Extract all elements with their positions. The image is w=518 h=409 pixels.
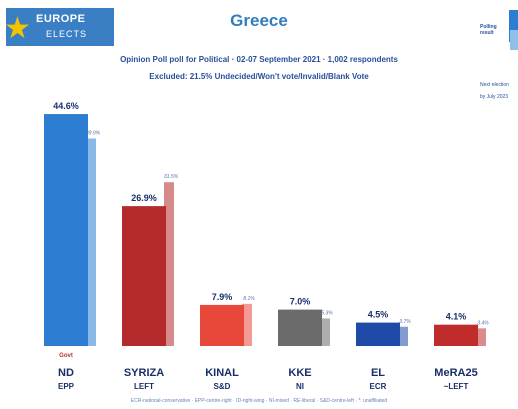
legend-swatch-previous bbox=[510, 30, 518, 50]
chart-subtitle-poll: Opinion Poll poll for Political · 02-07 … bbox=[120, 55, 398, 64]
bar-nd bbox=[44, 114, 88, 346]
chart-legend: Polling result Next election by July 202… bbox=[480, 10, 518, 120]
group-label-syriza: LEFT bbox=[134, 382, 154, 391]
bar-kinal bbox=[200, 304, 244, 346]
previous-bar-syriza bbox=[164, 182, 174, 346]
bar-mera25 bbox=[434, 324, 478, 346]
logo-line-2: ELECTS bbox=[46, 29, 88, 39]
tag-label-nd: Govt bbox=[59, 353, 73, 359]
chart-title: Greece bbox=[230, 11, 288, 30]
star-icon: ★ bbox=[4, 12, 31, 45]
category-label-kke: KKE bbox=[288, 367, 311, 379]
previous-bar-nd bbox=[86, 138, 96, 346]
bar-kke bbox=[278, 309, 322, 346]
legend-label-next-date: by July 2023 bbox=[480, 94, 509, 100]
bar-el bbox=[356, 322, 400, 346]
value-label-nd: 44.6% bbox=[53, 101, 79, 111]
value-label-el: 4.5% bbox=[368, 310, 389, 320]
value-label-syriza: 26.9% bbox=[131, 193, 157, 203]
category-label-mera25: MeRA25 bbox=[434, 367, 477, 379]
category-label-el: EL bbox=[371, 367, 385, 379]
previous-value-label-el: 3.7% bbox=[399, 319, 411, 325]
legend-label-polling: Polling result bbox=[480, 24, 497, 36]
previous-value-label-syriza: 31.5% bbox=[164, 174, 179, 180]
group-label-nd: EPP bbox=[58, 382, 75, 391]
category-label-kinal: KINAL bbox=[205, 367, 239, 379]
previous-bar-el bbox=[398, 326, 408, 346]
previous-value-label-kinal: 8.1% bbox=[243, 296, 255, 302]
previous-bar-mera25 bbox=[476, 328, 486, 346]
footnote-group-definitions: ECR-national-conservative · EPP-centre-r… bbox=[130, 398, 388, 404]
group-label-kke: NI bbox=[296, 382, 304, 391]
previous-bar-kinal bbox=[242, 303, 252, 346]
previous-value-label-mera25: 3.4% bbox=[477, 320, 489, 326]
logo-line-1: EUROPE bbox=[36, 13, 86, 25]
previous-value-label-nd: 39.9% bbox=[86, 131, 101, 137]
group-label-kinal: S&D bbox=[214, 382, 231, 391]
value-label-kke: 7.0% bbox=[290, 297, 311, 307]
category-label-syriza: SYRIZA bbox=[124, 367, 164, 379]
group-label-el: ECR bbox=[370, 382, 387, 391]
bar-syriza bbox=[122, 206, 166, 346]
value-label-mera25: 4.1% bbox=[446, 312, 467, 322]
value-label-kinal: 7.9% bbox=[212, 292, 233, 302]
legend-label-next-election: Next election bbox=[480, 82, 509, 88]
previous-bar-kke bbox=[320, 318, 330, 346]
group-label-mera25: ~LEFT bbox=[444, 382, 469, 391]
europe-elects-logo: ★ EUROPE ELECTS bbox=[4, 8, 114, 46]
previous-value-label-kke: 5.3% bbox=[321, 310, 333, 316]
chart-subtitle-excluded: Excluded: 21.5% Undecided/Won't vote/Inv… bbox=[149, 72, 369, 81]
category-label-nd: ND bbox=[58, 367, 74, 379]
legend-swatch-polling bbox=[509, 10, 518, 42]
